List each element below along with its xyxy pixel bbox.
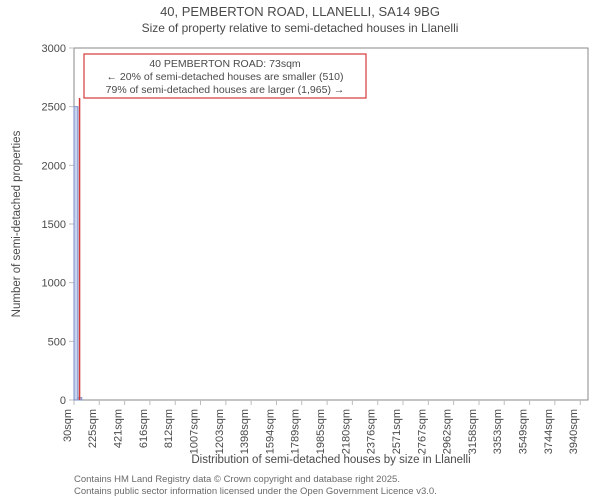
x-tick-label: 3353sqm: [492, 409, 504, 454]
x-tick-label: 1203sqm: [214, 409, 226, 454]
x-tick-label: 1789sqm: [290, 409, 302, 454]
x-tick-label: 2962sqm: [442, 409, 454, 454]
x-tick-label: 3158sqm: [467, 409, 479, 454]
y-tick-label: 2000: [42, 160, 66, 172]
x-tick-label: 225sqm: [87, 409, 99, 448]
x-tick-label: 1985sqm: [315, 409, 327, 454]
x-tick-label: 2180sqm: [340, 409, 352, 454]
x-tick-label: 2767sqm: [416, 409, 428, 454]
y-tick-label: 1000: [42, 278, 66, 290]
annotation-line-3: 79% of semi-detached houses are larger (…: [106, 84, 345, 96]
x-tick-label: 30sqm: [62, 409, 74, 442]
x-tick-label: 2571sqm: [391, 409, 403, 454]
y-tick-label: 500: [48, 336, 66, 348]
y-tick-label: 3000: [42, 43, 66, 55]
chart-title: 40, PEMBERTON ROAD, LLANELLI, SA14 9BG: [160, 4, 440, 19]
plot-area: [74, 48, 588, 400]
x-tick-label: 421sqm: [113, 409, 125, 448]
x-tick-label: 812sqm: [163, 409, 175, 448]
y-axis-label: Number of semi-detached properties: [11, 130, 23, 317]
x-axis-label: Distribution of semi-detached houses by …: [191, 454, 470, 466]
x-tick-label: 3940sqm: [568, 409, 580, 454]
chart-svg: 40, PEMBERTON ROAD, LLANELLI, SA14 9BG Si…: [0, 0, 600, 500]
x-tick-label: 2376sqm: [366, 409, 378, 454]
y-tick-label: 0: [60, 395, 66, 407]
x-tick-label: 1398sqm: [239, 409, 251, 454]
x-tick-label: 3744sqm: [543, 409, 555, 454]
y-tick-label: 1500: [42, 219, 66, 231]
x-tick-label: 1594sqm: [264, 409, 276, 454]
x-tick-label: 3549sqm: [518, 409, 530, 454]
chart-container: 40, PEMBERTON ROAD, LLANELLI, SA14 9BG Si…: [0, 0, 600, 500]
histogram-bar: [74, 107, 78, 400]
footer-line-2: Contains public sector information licen…: [74, 486, 437, 497]
footer-line-1: Contains HM Land Registry data © Crown c…: [74, 474, 400, 485]
y-tick-label: 2500: [42, 102, 66, 114]
chart-subtitle: Size of property relative to semi-detach…: [142, 21, 459, 35]
x-tick-label: 1007sqm: [188, 409, 200, 454]
annotation-line-2: ← 20% of semi-detached houses are smalle…: [107, 71, 344, 83]
x-tick-label: 616sqm: [138, 409, 150, 448]
annotation-line-1: 40 PEMBERTON ROAD: 73sqm: [149, 58, 301, 70]
